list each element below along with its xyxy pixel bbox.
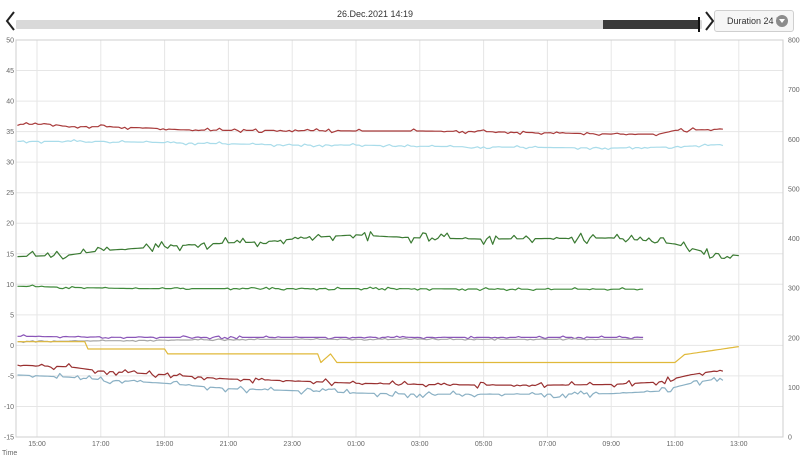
y-left-tick-label: 0 xyxy=(10,343,14,350)
series-line-7 xyxy=(17,341,739,364)
plot-frame xyxy=(15,39,784,438)
x-tick-label: 23:00 xyxy=(283,441,301,448)
series-line-3 xyxy=(17,231,739,260)
line-chart: 50454035302520151050-5-10-15800700600500… xyxy=(2,38,800,456)
x-tick-label: 11:00 xyxy=(667,441,684,448)
timeline-toolbar: 26.Dec.2021 14:19 Duration 24 h xyxy=(0,0,800,38)
current-datetime: 26.Dec.2021 14:19 xyxy=(336,9,414,19)
x-tick-label: 21:00 xyxy=(220,441,238,448)
series-line-5 xyxy=(17,334,644,340)
y-left-tick-label: -10 xyxy=(4,404,14,411)
x-tick-label: 01:00 xyxy=(347,441,365,448)
y-right-tick-label: 400 xyxy=(788,236,800,243)
chevron-right-icon xyxy=(705,11,715,31)
chevron-down-icon xyxy=(776,15,788,27)
x-tick-label: 07:00 xyxy=(539,441,557,448)
series-line-4 xyxy=(17,284,644,292)
timeline-scrollbar[interactable] xyxy=(16,17,702,32)
y-right-tick-label: 700 xyxy=(788,87,800,94)
y-right-tick-label: 100 xyxy=(788,385,800,392)
x-tick-label: 19:00 xyxy=(156,441,174,448)
y-right-tick-label: 500 xyxy=(788,186,800,193)
y-left-tick-label: 40 xyxy=(6,99,14,106)
prev-button[interactable] xyxy=(4,10,18,32)
series-group xyxy=(17,122,739,399)
x-tick-label: 17:00 xyxy=(92,441,110,448)
series-line-9 xyxy=(17,372,724,399)
y-left-tick-label: 20 xyxy=(6,221,14,228)
y-left-tick-label: 15 xyxy=(6,251,14,258)
y-left-tick-label: 45 xyxy=(6,68,14,75)
next-button[interactable] xyxy=(702,10,716,32)
y-right-tick-label: 200 xyxy=(788,335,800,342)
duration-select[interactable]: Duration 24 h xyxy=(714,10,794,32)
y-left-tick-label: 10 xyxy=(6,282,14,289)
axes xyxy=(15,39,784,438)
x-tick-label: 05:00 xyxy=(475,441,493,448)
y-left-tick-label: 35 xyxy=(6,129,14,136)
x-tick-label: 09:00 xyxy=(602,441,620,448)
tick-labels: 50454035302520151050-5-10-15800700600500… xyxy=(2,38,800,456)
chevron-left-icon xyxy=(5,11,15,31)
y-left-tick-label: 5 xyxy=(10,312,14,319)
y-right-tick-label: 300 xyxy=(788,286,800,293)
timeline-window[interactable] xyxy=(603,20,699,29)
x-tick-label: 13:00 xyxy=(730,441,748,448)
y-right-tick-label: 600 xyxy=(788,137,800,144)
y-left-tick-label: 30 xyxy=(6,160,14,167)
y-right-tick-label: 800 xyxy=(788,38,800,45)
y-right-tick-label: 0 xyxy=(788,435,792,442)
x-tick-label: 03:00 xyxy=(411,441,429,448)
x-axis-label: Time xyxy=(2,450,17,456)
timeline-handle[interactable] xyxy=(698,17,700,32)
series-line-2 xyxy=(17,139,724,151)
series-line-8 xyxy=(17,363,724,389)
y-left-tick-label: -5 xyxy=(8,373,14,380)
x-tick-label: 15:00 xyxy=(28,441,46,448)
y-left-tick-label: 25 xyxy=(6,190,14,197)
y-left-tick-label: -15 xyxy=(4,435,14,442)
series-line-1 xyxy=(17,122,723,137)
duration-label: Duration 24 h xyxy=(727,16,782,26)
y-left-tick-label: 50 xyxy=(6,38,14,45)
series-line-6 xyxy=(17,337,644,344)
